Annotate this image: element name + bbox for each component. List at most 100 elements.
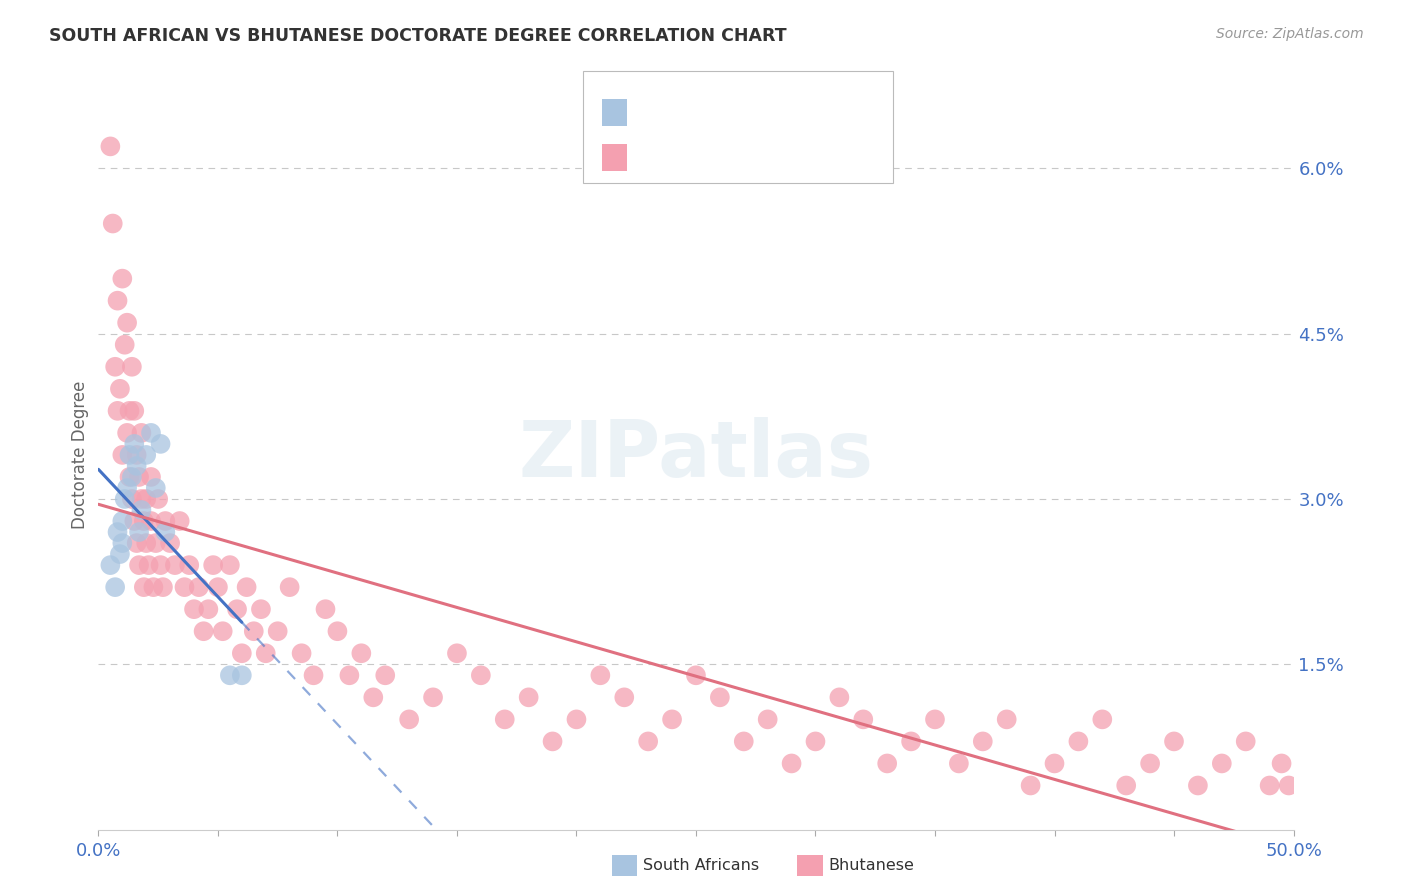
Point (876, 756, 898, 771)
Point (98, 139, 122, 153)
Point (115, 316, 138, 330)
Point (250, 602, 273, 616)
Point (541, 734, 564, 748)
Point (1211, 756, 1233, 771)
Point (207, 580, 229, 594)
Point (149, 437, 172, 451)
Point (231, 668, 253, 682)
Point (108, 547, 131, 561)
Point (104, 580, 127, 594)
Point (145, 536, 167, 550)
Point (226, 602, 249, 616)
Point (1115, 779, 1137, 793)
Point (1091, 712, 1114, 726)
Point (155, 514, 177, 528)
Point (1278, 779, 1301, 793)
Text: ZIPatlas: ZIPatlas (519, 417, 873, 493)
Point (118, 448, 141, 462)
Point (422, 690, 444, 705)
Point (124, 404, 146, 418)
Point (125, 536, 148, 550)
Point (589, 668, 612, 682)
Point (145, 481, 167, 495)
Point (278, 580, 301, 594)
Point (128, 524, 150, 539)
Point (243, 624, 266, 639)
Point (254, 646, 277, 660)
Point (494, 712, 516, 726)
Point (115, 425, 138, 440)
Point (125, 448, 148, 462)
Point (197, 602, 219, 616)
Point (828, 690, 851, 705)
Point (804, 734, 827, 748)
Point (1271, 756, 1294, 771)
Point (124, 437, 146, 451)
Point (121, 470, 143, 484)
Point (108, 382, 131, 396)
Point (152, 580, 174, 594)
Point (135, 491, 157, 506)
Point (121, 359, 143, 374)
Point (211, 624, 233, 639)
Point (302, 668, 325, 682)
Point (231, 646, 253, 660)
Point (128, 470, 150, 484)
Point (183, 602, 205, 616)
Point (187, 580, 209, 594)
Point (163, 558, 186, 573)
Point (374, 668, 396, 682)
Point (155, 524, 177, 539)
Point (709, 690, 731, 705)
Text: 21: 21 (799, 106, 821, 124)
Point (1187, 779, 1209, 793)
Text: R =: R = (636, 106, 666, 124)
Point (173, 580, 195, 594)
Point (131, 425, 153, 440)
Y-axis label: Doctorate Degree: Doctorate Degree (70, 381, 89, 529)
Point (685, 668, 707, 682)
Point (924, 712, 946, 726)
Point (115, 481, 138, 495)
Point (111, 271, 134, 285)
Point (446, 646, 468, 660)
Point (169, 514, 191, 528)
Point (118, 470, 141, 484)
Point (1067, 734, 1090, 748)
Point (202, 558, 225, 573)
Point (315, 602, 337, 616)
Point (139, 514, 162, 528)
Text: Source: ZipAtlas.com: Source: ZipAtlas.com (1216, 27, 1364, 41)
Point (326, 624, 349, 639)
Point (637, 734, 659, 748)
Point (111, 448, 134, 462)
Point (350, 646, 373, 660)
Point (852, 712, 875, 726)
Point (142, 580, 165, 594)
Point (125, 458, 148, 473)
Point (131, 503, 153, 517)
Point (132, 514, 155, 528)
Point (159, 536, 181, 550)
Point (780, 756, 803, 771)
Point (613, 690, 636, 705)
Point (972, 734, 994, 748)
Point (565, 712, 588, 726)
Point (104, 359, 127, 374)
Point (398, 712, 420, 726)
Point (995, 712, 1018, 726)
Point (1019, 779, 1042, 793)
Point (1139, 756, 1161, 771)
Point (148, 491, 170, 506)
Point (363, 690, 385, 705)
Point (756, 712, 779, 726)
Point (107, 524, 129, 539)
Point (470, 668, 492, 682)
Point (219, 558, 242, 573)
Point (149, 558, 172, 573)
Point (107, 293, 129, 308)
Point (517, 690, 540, 705)
Point (135, 448, 157, 462)
Point (124, 514, 146, 528)
Point (132, 580, 155, 594)
